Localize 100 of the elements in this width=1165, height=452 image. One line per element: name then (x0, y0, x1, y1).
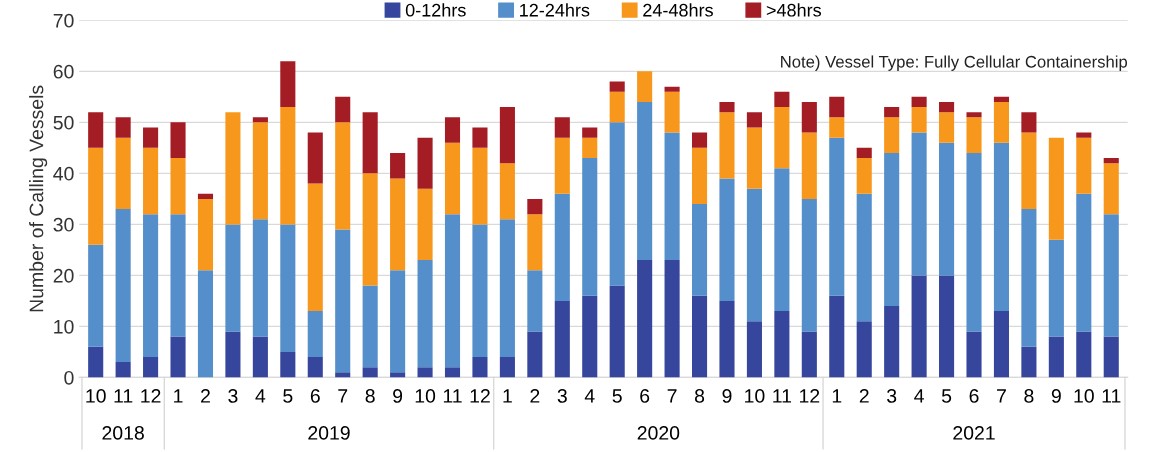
x-tick-label: 11 (443, 389, 462, 403)
bar (664, 91, 680, 133)
text: 2018 (102, 426, 144, 440)
bar (966, 117, 982, 153)
bar (335, 96, 351, 123)
bar (115, 209, 131, 363)
bar (1076, 331, 1092, 378)
bar (499, 163, 515, 220)
bar (252, 219, 268, 337)
bar (472, 224, 488, 358)
bar (170, 336, 186, 378)
bar (170, 158, 186, 215)
bar (911, 132, 927, 276)
bar (280, 61, 296, 108)
x-tick-label: 12 (141, 389, 161, 403)
bar (499, 357, 515, 378)
bar (252, 336, 268, 378)
bar (444, 142, 461, 215)
bar (993, 96, 1010, 102)
x-tick-label: 9 (393, 389, 403, 403)
y-tick-label: 60 (53, 64, 74, 79)
x-tick-label: 4 (584, 389, 595, 403)
x-tick-label: 7 (997, 389, 1006, 403)
bar (225, 331, 241, 378)
bar (829, 117, 845, 138)
bar (417, 188, 433, 261)
bar (280, 224, 296, 352)
bar (88, 244, 104, 347)
y-tick-label: 20 (53, 268, 74, 283)
bar (197, 198, 214, 271)
bar (939, 112, 955, 143)
bar (197, 270, 214, 378)
bar (1076, 193, 1092, 332)
bar (746, 188, 762, 322)
x-tick-label: 11 (1102, 389, 1121, 403)
bar (719, 101, 735, 113)
bar (746, 112, 762, 128)
bar (417, 137, 433, 189)
bar (362, 112, 378, 174)
bar (829, 137, 845, 296)
bar (444, 117, 461, 143)
bar (417, 260, 433, 368)
x-tick-label: 7 (338, 389, 348, 403)
bar (1103, 336, 1119, 378)
bar (390, 270, 406, 373)
bar (884, 107, 900, 118)
bar (1076, 137, 1092, 194)
x-tick-label: 3 (557, 389, 567, 403)
y-tick-label: 0 (64, 370, 74, 385)
bar (170, 214, 186, 337)
x-tick-label: 10 (415, 389, 436, 403)
bar (444, 214, 461, 368)
legend-label: 24-48hrs (643, 3, 713, 17)
bar (472, 127, 488, 148)
bar (307, 183, 323, 312)
bar (746, 127, 762, 189)
bar (719, 178, 735, 301)
bar (801, 198, 817, 332)
bar (691, 295, 708, 378)
bar (307, 357, 323, 378)
bar (609, 81, 625, 92)
bar (554, 300, 570, 378)
bar (252, 117, 268, 123)
bar (801, 331, 817, 378)
bar (774, 168, 790, 312)
x-tick-label: 1 (503, 389, 512, 403)
bar (335, 229, 351, 373)
bar (719, 300, 735, 378)
bar (170, 122, 186, 159)
bar (307, 311, 323, 358)
bar (554, 117, 570, 138)
bar (554, 137, 570, 194)
bar (115, 137, 131, 210)
bar (362, 367, 378, 378)
x-tick-label: 3 (228, 389, 238, 403)
bar (88, 147, 104, 245)
bar (829, 96, 845, 118)
bar (88, 346, 104, 378)
bar (691, 132, 708, 148)
x-tick-label: 11 (773, 389, 792, 403)
legend-label: >48hrs (766, 3, 822, 17)
bar (527, 198, 543, 215)
bar (225, 112, 241, 225)
bar (1103, 163, 1119, 215)
x-tick-label: 4 (255, 389, 266, 403)
bar (390, 178, 406, 271)
bar (225, 224, 241, 332)
bar (1048, 239, 1064, 337)
text: 2021 (953, 426, 995, 440)
x-tick-label: 5 (612, 389, 622, 403)
bar (774, 311, 790, 378)
bar (88, 112, 104, 148)
bar (582, 295, 598, 378)
bar (472, 357, 488, 378)
bar (884, 117, 900, 153)
x-tick-label: 5 (941, 389, 952, 403)
x-tick-label: 11 (114, 389, 133, 403)
bar (609, 285, 625, 378)
bar (115, 362, 131, 378)
bar (362, 285, 378, 368)
